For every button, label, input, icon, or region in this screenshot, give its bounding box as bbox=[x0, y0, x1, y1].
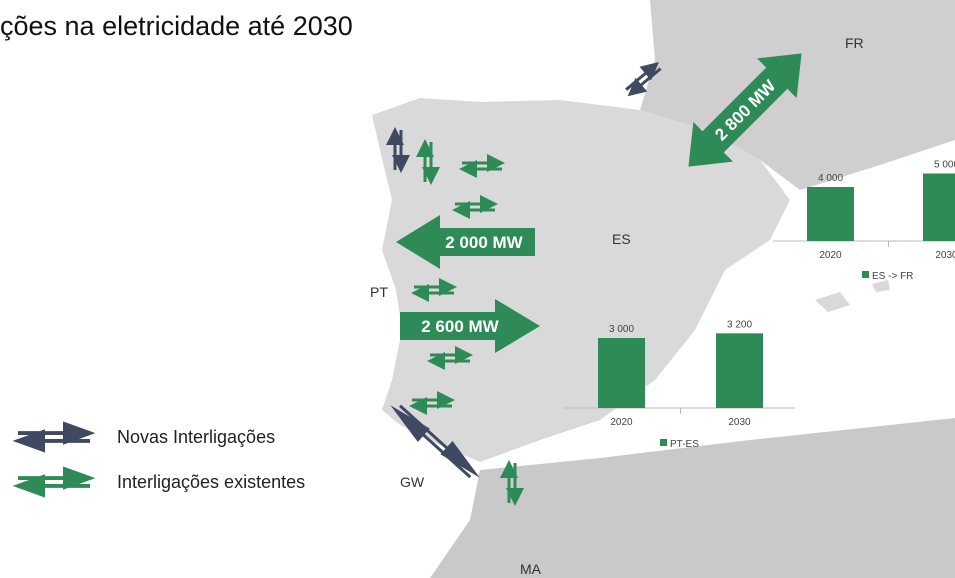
bar bbox=[598, 338, 645, 408]
value-label: 3 200 bbox=[727, 319, 752, 330]
bar bbox=[807, 187, 854, 241]
region-label: ES bbox=[612, 231, 631, 247]
region-label: GW bbox=[400, 474, 425, 490]
legend-label: PT-ES bbox=[670, 439, 699, 450]
legend-label: Interligações existentes bbox=[117, 472, 305, 492]
flow-arrow bbox=[400, 299, 540, 353]
region-label: MA bbox=[520, 561, 542, 577]
flow-arrow bbox=[688, 53, 802, 167]
africa bbox=[430, 418, 955, 578]
category-label: 2020 bbox=[610, 417, 633, 428]
category-label: 2030 bbox=[935, 250, 955, 261]
flow-label: 2 600 MW bbox=[421, 317, 499, 336]
value-label: 3 000 bbox=[609, 324, 634, 335]
legend-swatch bbox=[862, 271, 869, 278]
title: ções na eletricidade até 2030 bbox=[0, 11, 353, 41]
legend-label: ES -> FR bbox=[872, 271, 913, 282]
category-label: 2020 bbox=[819, 250, 842, 261]
france bbox=[640, 0, 955, 190]
bar bbox=[923, 173, 955, 241]
bar-charts: 3 000 2020 3 200 2030 PT-ES 4 000 2020 5 000 203… bbox=[565, 160, 955, 450]
legend-icon bbox=[18, 433, 90, 441]
island bbox=[815, 292, 850, 312]
region-label: FR bbox=[845, 35, 864, 51]
bar bbox=[716, 333, 763, 408]
value-label: 5 000 bbox=[934, 160, 955, 171]
flow-label: 2 000 MW bbox=[445, 233, 523, 252]
legend-icon bbox=[18, 478, 90, 486]
category-label: 2030 bbox=[728, 417, 751, 428]
flow-arrow bbox=[396, 215, 535, 269]
region-label: PT bbox=[370, 284, 388, 300]
iberia bbox=[372, 98, 790, 462]
island bbox=[872, 280, 890, 292]
value-label: 4 000 bbox=[818, 173, 843, 184]
legend-swatch bbox=[660, 439, 667, 446]
legend-label: Novas Interligações bbox=[117, 427, 275, 447]
